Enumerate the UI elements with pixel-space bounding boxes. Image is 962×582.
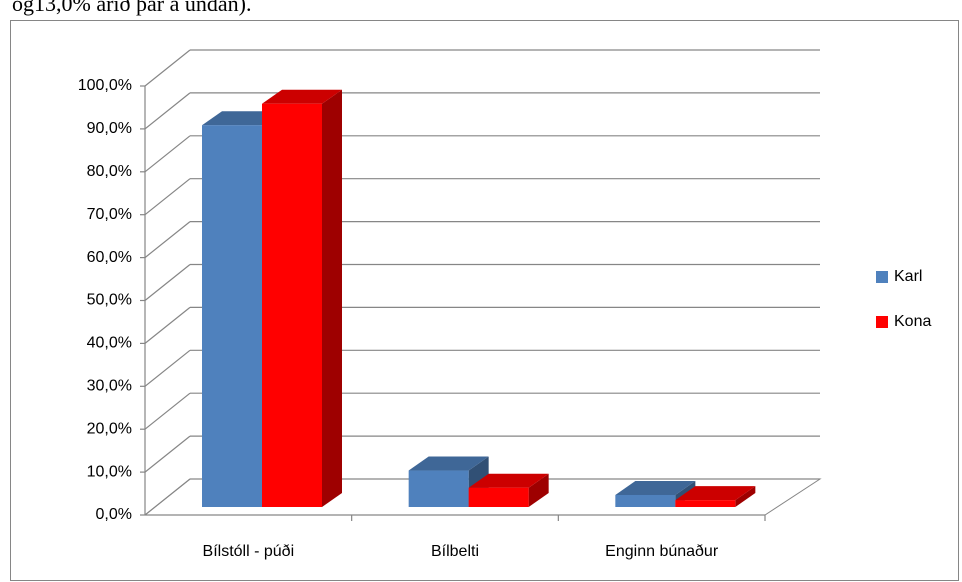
caption: og13,0% árið þar á undan). xyxy=(12,0,251,16)
bar xyxy=(468,487,529,507)
bar-side xyxy=(735,486,756,507)
grid-line-side xyxy=(144,221,191,259)
y-tick-label: 100,0% xyxy=(78,77,132,94)
x-tick-label: Bílbelti xyxy=(431,543,479,560)
y-tick-label: 10,0% xyxy=(87,463,132,480)
bar-top xyxy=(408,456,489,471)
grid-line-side xyxy=(144,264,191,301)
bar-side xyxy=(528,473,549,507)
bar xyxy=(202,125,262,507)
x-tick-label: Bílstóll - púði xyxy=(203,543,295,560)
bar-top xyxy=(262,89,342,104)
bar-top xyxy=(675,486,756,501)
bar-top xyxy=(615,480,696,495)
legend-swatch xyxy=(876,271,888,283)
y-tick-label: 50,0% xyxy=(87,292,132,309)
grid-line-side xyxy=(144,478,191,516)
bar xyxy=(675,500,736,507)
grid-line-side xyxy=(144,92,191,130)
y-tick-label: 70,0% xyxy=(87,206,132,223)
bar xyxy=(615,494,676,507)
legend-label: Karl xyxy=(894,268,922,285)
y-tick-label: 30,0% xyxy=(87,378,132,395)
x-tick-label: Enginn búnaður xyxy=(605,543,719,560)
y-tick-label: 20,0% xyxy=(87,420,132,437)
y-tick-label: 0,0% xyxy=(96,506,132,523)
legend-label: Kona xyxy=(894,313,931,330)
y-tick-label: 60,0% xyxy=(87,249,132,266)
grid-line-side xyxy=(144,435,191,473)
bar xyxy=(262,103,322,508)
bar xyxy=(408,470,469,507)
grid-line-side xyxy=(144,135,191,173)
y-tick-label: 40,0% xyxy=(87,335,132,352)
grid-line-side xyxy=(144,49,191,87)
grid-line-side xyxy=(144,306,191,344)
y-tick-label: 80,0% xyxy=(87,163,132,180)
bar-top xyxy=(468,473,549,488)
y-tick-label: 90,0% xyxy=(87,120,132,137)
bar-side xyxy=(322,89,342,508)
legend-swatch xyxy=(876,316,888,328)
grid-line-side xyxy=(144,178,191,216)
grid-line-side xyxy=(144,349,191,387)
grid-line-side xyxy=(144,392,191,430)
